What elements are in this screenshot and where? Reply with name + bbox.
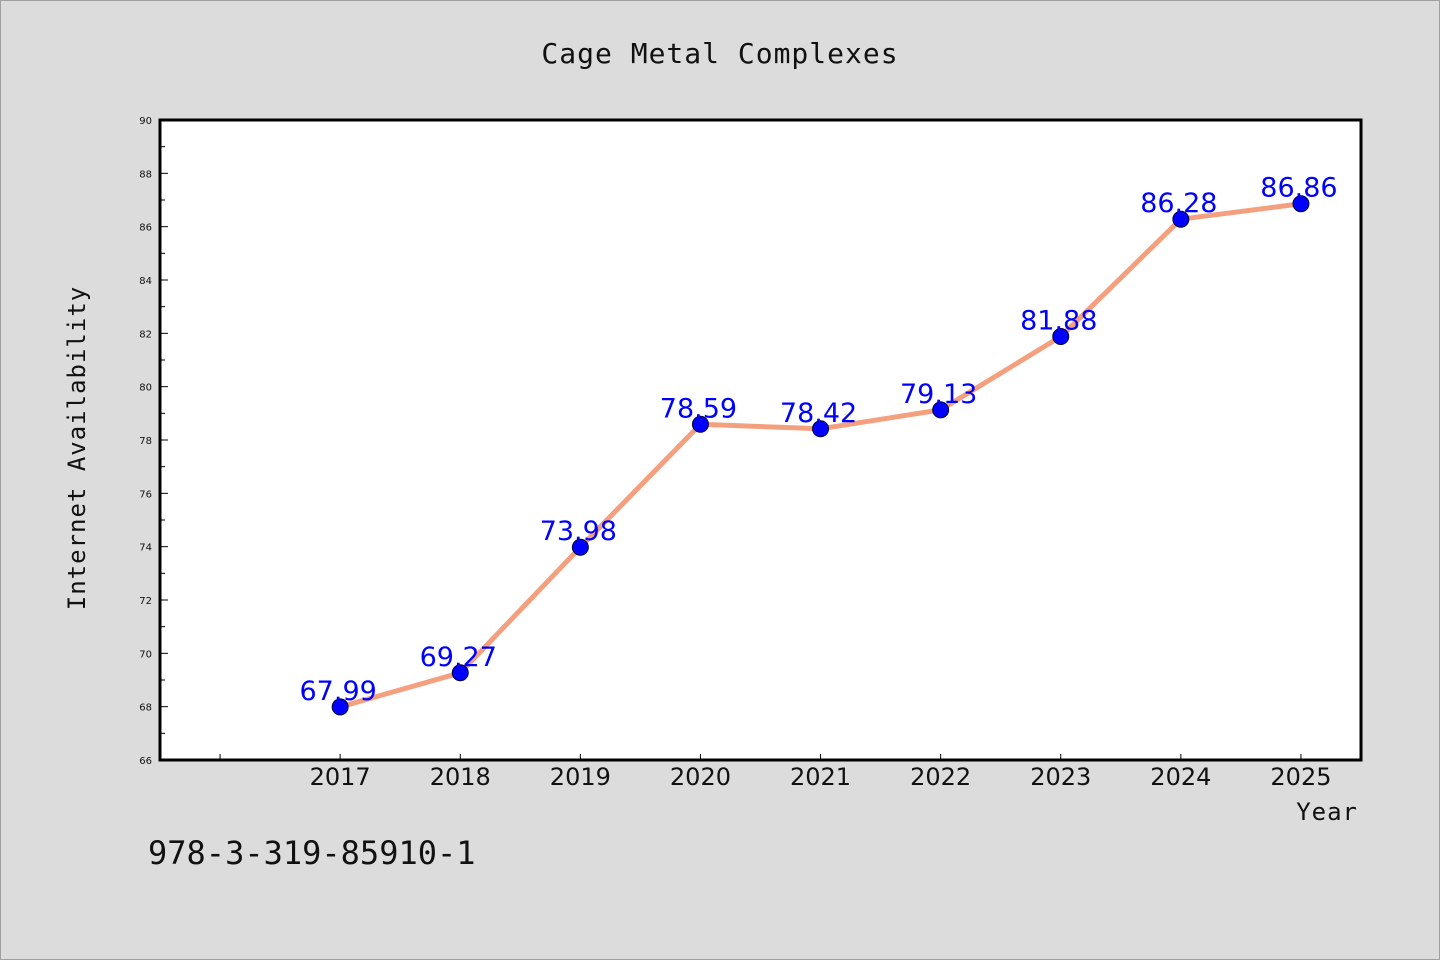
data-label: 78.59 bbox=[660, 393, 737, 424]
x-axis: 2017 2018 2019 2020 2021 2022 2023 2024 2025 bbox=[219, 754, 1331, 791]
data-label: 73.98 bbox=[540, 516, 617, 547]
x-axis-label: Year bbox=[1296, 798, 1358, 826]
data-point bbox=[1052, 328, 1070, 346]
x-tick-label: 2024 bbox=[1150, 763, 1211, 791]
x-tick-label: 2018 bbox=[430, 763, 491, 791]
y-tick-label: 72 bbox=[139, 596, 152, 607]
data-point bbox=[1172, 210, 1190, 228]
y-tick-label: 74 bbox=[139, 543, 152, 554]
isbn-text: 978-3-319-85910-1 bbox=[148, 834, 476, 872]
data-label: 67.99 bbox=[300, 676, 377, 707]
y-tick-label: 80 bbox=[139, 383, 152, 394]
plot-area bbox=[158, 118, 1363, 762]
data-point bbox=[691, 415, 709, 433]
y-tick-label: 82 bbox=[139, 329, 152, 340]
x-tick-label: 2017 bbox=[310, 763, 371, 791]
data-label: 86.28 bbox=[1140, 188, 1217, 219]
data-labels: 67.99 69.27 73.98 78.59 78.42 79.13 81.88 86.28… bbox=[300, 173, 1338, 707]
data-label: 86.86 bbox=[1260, 173, 1337, 204]
data-label: 81.88 bbox=[1020, 306, 1097, 337]
y-tick-label: 88 bbox=[139, 169, 152, 180]
data-label: 79.13 bbox=[900, 379, 977, 410]
y-tick-label: 84 bbox=[139, 276, 152, 287]
data-point bbox=[812, 420, 830, 438]
y-tick-label: 70 bbox=[139, 649, 152, 660]
x-tick-label: 2022 bbox=[910, 763, 971, 791]
y-tick-label: 66 bbox=[139, 756, 152, 767]
data-point bbox=[331, 698, 349, 716]
data-point bbox=[932, 401, 950, 419]
chart-title: Cage Metal Complexes bbox=[541, 37, 898, 70]
data-label: 78.42 bbox=[780, 398, 857, 429]
y-axis-label: Internet Availability bbox=[63, 286, 91, 610]
y-axis: 66 68 70 72 74 76 78 80 82 84 86 88 90 bbox=[139, 116, 168, 767]
x-tick-label: 2021 bbox=[790, 763, 851, 791]
series-layer bbox=[331, 195, 1310, 716]
y-tick-label: 76 bbox=[139, 489, 152, 500]
data-point bbox=[1292, 195, 1310, 213]
data-point bbox=[451, 664, 469, 682]
x-tick-label: 2019 bbox=[550, 763, 611, 791]
data-label: 69.27 bbox=[420, 642, 497, 673]
x-tick-label: 2023 bbox=[1030, 763, 1091, 791]
data-point bbox=[571, 538, 589, 556]
y-tick-label: 78 bbox=[139, 436, 152, 447]
x-tick-label: 2020 bbox=[670, 763, 731, 791]
y-tick-label: 68 bbox=[139, 703, 152, 714]
y-tick-label: 86 bbox=[139, 223, 152, 234]
y-tick-label: 90 bbox=[139, 116, 152, 127]
x-tick-label: 2025 bbox=[1270, 763, 1331, 791]
